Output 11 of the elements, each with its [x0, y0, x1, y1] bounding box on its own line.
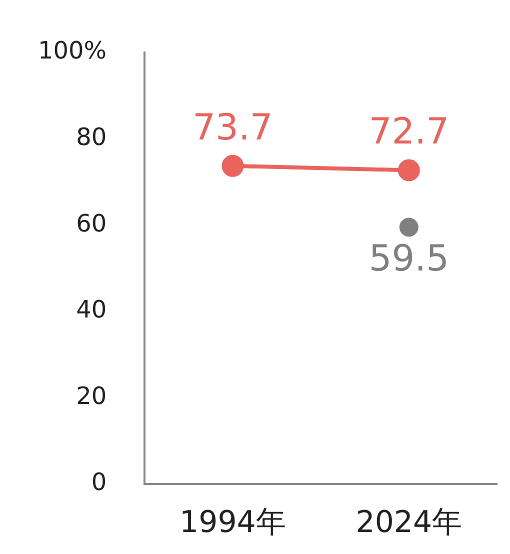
y-tick-label: 80 [76, 122, 107, 151]
y-tick-label: 60 [76, 209, 107, 238]
y-tick-label: 20 [76, 382, 107, 410]
y-tick-label: 100% [38, 36, 107, 65]
y-tick-label: 40 [76, 296, 107, 324]
data-label: 59.5 [368, 238, 449, 280]
x-tick-label: 2024年 [356, 504, 462, 540]
data-label: 72.7 [368, 112, 449, 153]
y-tick-label: 0 [91, 468, 107, 496]
x-tick-label: 1994年 [180, 504, 286, 540]
data-label: 73.7 [192, 107, 273, 148]
